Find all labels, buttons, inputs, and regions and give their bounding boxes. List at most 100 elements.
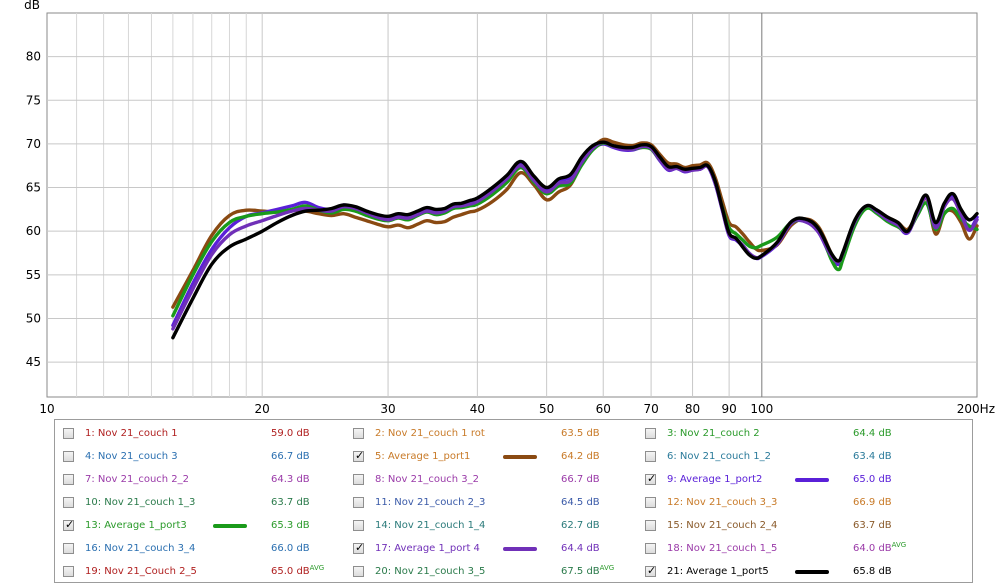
legend-entry-value: 67.5 dBAVG (561, 564, 614, 579)
checkmark-icon: ✓ (65, 518, 75, 531)
avg-superscript: AVG (891, 541, 907, 549)
measurement-checkbox[interactable] (63, 451, 74, 462)
legend-entry-label[interactable]: 6: Nov 21_couch 1_2 (667, 451, 772, 462)
legend-entry: 2: Nov 21_couch 1 rot 63.5 dB (353, 426, 623, 444)
legend-entry-value: 64.3 dB (271, 472, 310, 487)
legend-entry-label[interactable]: 20: Nov 21_couch 3_5 (375, 566, 486, 577)
legend-entry-value: 65.8 dB (853, 564, 892, 579)
y-tick-label: 70 (26, 137, 41, 151)
legend-entry: 19: Nov 21_Couch 2_5 65.0 dBAVG (63, 564, 333, 582)
measurement-checkbox[interactable]: ✓ (645, 472, 656, 485)
legend-entry-label[interactable]: 13: Average 1_port3 (85, 520, 187, 531)
avg-superscript: AVG (309, 564, 325, 572)
measurement-checkbox[interactable] (353, 566, 364, 577)
legend-entry-label[interactable]: 3: Nov 21_couch 2 (667, 428, 760, 439)
legend-entry-label[interactable]: 12: Nov 21_couch 3_3 (667, 497, 778, 508)
level-value: 64.4 dB (853, 428, 892, 439)
frequency-response-chart: 45 50 55 60 65 70 75 80 dB 10 20 30 40 50 60 70 80 90 100 2… (24, 0, 995, 416)
y-axis-label: dB (24, 0, 40, 12)
legend-entry-label[interactable]: 8: Nov 21_couch 3_2 (375, 474, 480, 485)
legend-entry-label[interactable]: 15: Nov 21_couch 2_4 (667, 520, 778, 531)
measurement-checkbox[interactable]: ✓ (353, 449, 365, 462)
legend-entry: 12: Nov 21_couch 3_3 66.9 dB (645, 495, 915, 513)
legend-entry-label[interactable]: 11: Nov 21_couch 2_3 (375, 497, 486, 508)
measurement-checkbox[interactable] (645, 428, 656, 439)
measurement-checkbox[interactable] (645, 451, 656, 462)
measurement-checkbox[interactable] (63, 566, 74, 577)
legend-entry: ✓ 21: Average 1_port5 65.8 dB (645, 564, 915, 582)
legend-entry-label[interactable]: 17: Average 1_port 4 (375, 543, 480, 554)
x-tick-label: 90 (721, 402, 736, 416)
legend-line-swatch (795, 478, 829, 482)
legend-entry-value: 62.7 dB (561, 518, 600, 533)
level-value: 63.7 dB (271, 497, 310, 508)
legend-entry-value: 64.4 dB (561, 541, 600, 556)
measurement-checkbox[interactable] (63, 428, 74, 439)
legend-entry-label[interactable]: 19: Nov 21_Couch 2_5 (85, 566, 197, 577)
x-tick-label: 20 (255, 402, 270, 416)
y-tick-label: 55 (26, 268, 41, 282)
x-tick-label: 200Hz (957, 402, 995, 416)
measurement-checkbox[interactable] (63, 543, 74, 554)
avg-superscript: AVG (599, 564, 615, 572)
legend-entry-value: 63.4 dB (853, 449, 892, 464)
measurement-checkbox[interactable] (645, 520, 656, 531)
legend-entry-label[interactable]: 5: Average 1_port1 (375, 451, 471, 462)
legend-entry-label[interactable]: 9: Average 1_port2 (667, 474, 763, 485)
series-line-21-average-1-port5 (171, 140, 979, 340)
legend-entry: 6: Nov 21_couch 1_2 63.4 dB (645, 449, 915, 467)
legend-entry-value: 66.7 dB (561, 472, 600, 487)
legend-entry-value: 65.0 dB (853, 472, 892, 487)
measurement-checkbox[interactable] (353, 520, 364, 531)
measurement-checkbox[interactable] (353, 474, 364, 485)
measurement-checkbox[interactable]: ✓ (645, 564, 656, 577)
legend-entry: ✓ 5: Average 1_port1 64.2 dB (353, 449, 623, 467)
legend-entry-label[interactable]: 18: Nov 21_couch 1_5 (667, 543, 778, 554)
measurement-checkbox[interactable] (645, 497, 656, 508)
measurement-checkbox[interactable] (63, 474, 74, 485)
level-value: 65.0 dB (853, 474, 892, 485)
legend-entry: 18: Nov 21_couch 1_5 64.0 dBAVG (645, 541, 915, 559)
level-value: 65.3 dB (271, 520, 310, 531)
legend-entry-label[interactable]: 2: Nov 21_couch 1 rot (375, 428, 485, 439)
level-value: 66.7 dB (561, 474, 600, 485)
measurement-checkbox[interactable] (63, 497, 74, 508)
measurement-checkbox[interactable] (353, 428, 364, 439)
legend-entry-label[interactable]: 7: Nov 21_couch 2_2 (85, 474, 190, 485)
legend-entry-label[interactable]: 1: Nov 21_couch 1 (85, 428, 178, 439)
level-value: 59.0 dB (271, 428, 310, 439)
legend-entry-value: 66.9 dB (853, 495, 892, 510)
x-tick-label: 10 (39, 402, 54, 416)
legend-entry: 7: Nov 21_couch 2_2 64.3 dB (63, 472, 333, 490)
legend-entry-label[interactable]: 21: Average 1_port5 (667, 566, 769, 577)
measurement-checkbox[interactable] (645, 543, 656, 554)
legend-entry-label[interactable]: 14: Nov 21_couch 1_4 (375, 520, 486, 531)
level-value: 64.2 dB (561, 451, 600, 462)
legend-entry: 15: Nov 21_couch 2_4 63.7 dB (645, 518, 915, 536)
measurement-checkbox[interactable]: ✓ (353, 541, 365, 554)
legend-entry-label[interactable]: 10: Nov 21_couch 1_3 (85, 497, 196, 508)
legend-entry: 11: Nov 21_couch 2_3 64.5 dB (353, 495, 623, 513)
legend-entry: ✓ 13: Average 1_port3 65.3 dB (63, 518, 333, 536)
checkmark-icon: ✓ (355, 541, 365, 554)
x-tick-label: 50 (539, 402, 554, 416)
legend-entry-label[interactable]: 4: Nov 21_couch 3 (85, 451, 178, 462)
level-value: 63.5 dB (561, 428, 600, 439)
legend-entry-value: 64.5 dB (561, 495, 600, 510)
measurement-checkbox[interactable] (353, 497, 364, 508)
legend-entry: ✓ 9: Average 1_port2 65.0 dB (645, 472, 915, 490)
level-value: 67.5 dB (561, 566, 600, 577)
y-tick-label: 80 (26, 50, 41, 64)
x-tick-label: 80 (685, 402, 700, 416)
legend-line-swatch (795, 570, 829, 574)
x-tick-label: 30 (380, 402, 395, 416)
legend-entry-value: 64.4 dB (853, 426, 892, 441)
legend-entry-label[interactable]: 16: Nov 21_couch 3_4 (85, 543, 196, 554)
level-value: 63.4 dB (853, 451, 892, 462)
measurement-checkbox[interactable]: ✓ (63, 518, 75, 531)
y-tick-label: 45 (26, 355, 41, 369)
legend-entry: 14: Nov 21_couch 1_4 62.7 dB (353, 518, 623, 536)
checkmark-icon: ✓ (355, 449, 365, 462)
legend-entry: ✓ 17: Average 1_port 4 64.4 dB (353, 541, 623, 559)
legend-entry: 4: Nov 21_couch 3 66.7 dB (63, 449, 333, 467)
